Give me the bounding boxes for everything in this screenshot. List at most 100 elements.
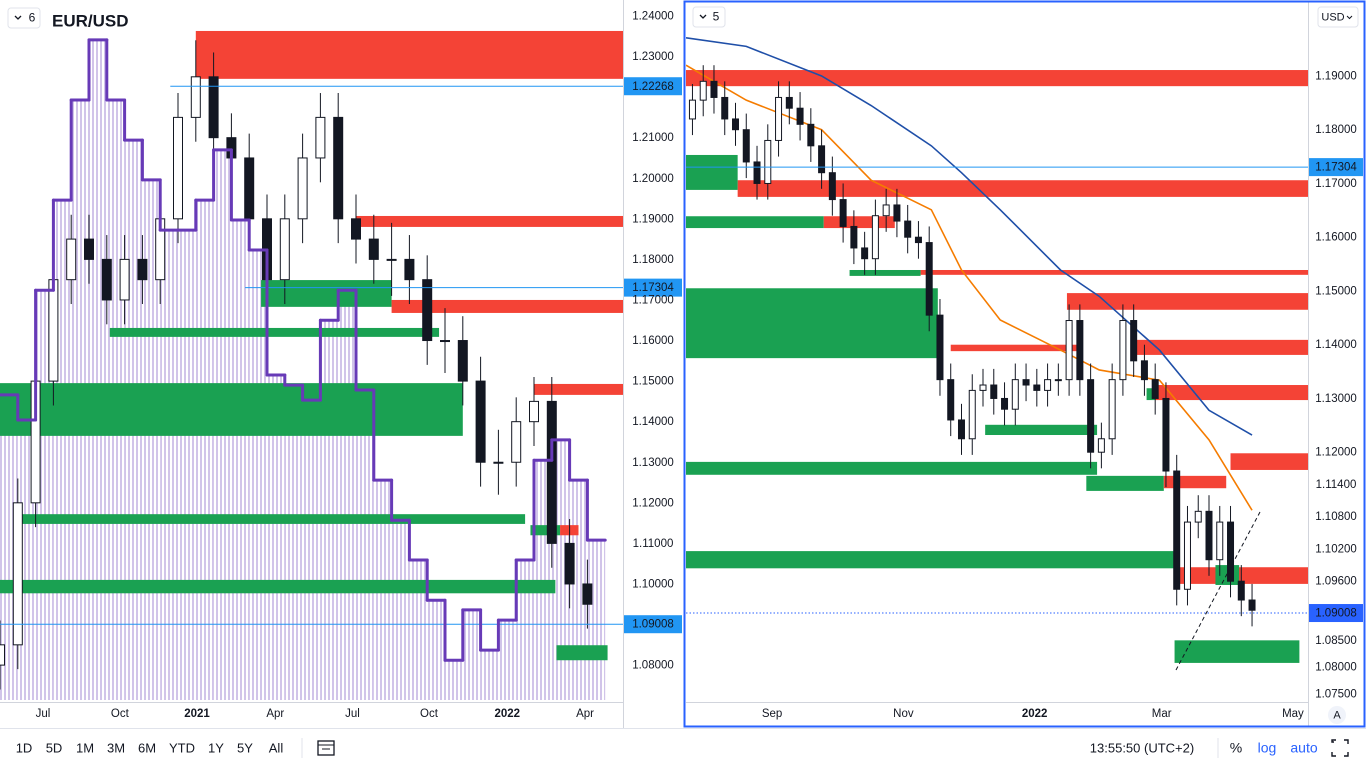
y-tick-label: 1.08500 [1315,635,1357,647]
zone [1086,475,1164,491]
auto-scale[interactable]: A [1328,706,1346,724]
y-tick-label: 1.13000 [632,457,674,469]
range-button[interactable]: 3M [107,740,125,755]
right-badge[interactable]: 5 [692,6,726,28]
candle-body [12,502,23,646]
candle-body [947,379,955,421]
candle-body [990,384,998,399]
price-tag [1309,604,1363,623]
zone [556,645,608,661]
range-button[interactable]: YTD [169,740,195,755]
overlay-column [195,200,214,700]
price-tag [1309,158,1363,177]
badge-box[interactable] [692,6,726,28]
zone [1155,385,1308,401]
candle-body [785,96,793,109]
candle-body [1173,470,1181,590]
zone [534,383,623,395]
compare-icon[interactable] [317,740,335,756]
candle-body [818,145,826,174]
candle-body [1001,397,1009,410]
price-tag [624,615,682,634]
left-plot [0,30,623,701]
candle-body [244,157,255,220]
candle-body [688,99,696,120]
trend-line [1175,511,1261,671]
auto-scale-circle[interactable] [1328,706,1346,724]
scale-button[interactable]: log [1258,740,1277,756]
overlay-column [142,179,161,701]
candle-body [1216,521,1224,561]
y-tick-label: 1.10800 [1315,511,1357,523]
right-plot [686,36,1308,663]
zone [0,579,556,594]
x-tick-label: 2021 [184,708,210,720]
price-tag-label: 1.22268 [632,81,674,93]
range-button[interactable]: 1D [16,740,33,755]
left-badge[interactable]: 6 [7,7,41,29]
y-tick-label: 1.08000 [632,660,674,672]
candle-body [1044,379,1052,391]
candle-body [0,644,5,666]
currency-box[interactable] [1317,6,1359,28]
candle-body [1097,438,1105,453]
range-button[interactable]: 5Y [237,740,253,755]
overlay-column [480,650,499,700]
candle-body [882,204,890,217]
candle-body [351,218,361,240]
y-tick-label: 1.19000 [1315,70,1357,82]
scale-button[interactable]: % [1230,740,1242,756]
clock: 13:55:50 (UTC+2) [1090,740,1194,755]
overlay-column [320,320,339,700]
candle-body [893,204,901,222]
overlay-column [587,540,606,700]
candle-body [871,215,879,260]
zone [1230,453,1308,470]
candle-body [753,161,761,184]
overlay-column [427,600,445,700]
fullscreen-icon[interactable] [1331,739,1349,757]
badge-box[interactable] [7,7,41,29]
icon-frame[interactable] [317,740,335,756]
range-button[interactable]: 6M [138,740,156,755]
overlay-column [356,390,374,700]
y-tick-label: 1.19000 [632,213,674,225]
range-button[interactable]: 1M [76,740,94,755]
candle-body [1076,320,1084,381]
fullscreen-glyph[interactable] [1331,739,1349,757]
x-tick-label: Jul [345,708,360,720]
candle-body [564,542,575,585]
zone [261,280,392,307]
candle-body [368,238,379,260]
zone [686,551,1175,569]
candle-body [1054,379,1062,382]
overlay-column [338,290,356,700]
candle-body [173,116,183,220]
candle-body [386,258,397,261]
currency-select[interactable]: USD [1317,6,1359,28]
candle-body [1033,384,1041,391]
range-button[interactable]: 5D [46,740,63,755]
candle-body [315,116,326,159]
price-tag-label: 1.17304 [632,282,674,294]
zone [686,154,738,190]
x-tick-label: Nov [893,708,914,720]
scale-button[interactable]: auto [1290,740,1317,756]
overlay-column [249,250,267,700]
moving-average [686,36,1253,436]
x-tick-label: Mar [1152,708,1172,720]
chart-title: EUR/USD [52,11,129,30]
zone [920,269,1308,275]
y-tick-label: 1.17000 [632,294,674,306]
candle-body [137,258,148,281]
candle-body [1183,521,1191,590]
candle-body [1011,379,1019,410]
y-tick-label: 1.17000 [1315,178,1357,190]
range-button[interactable]: 1Y [208,740,224,755]
candle-body [546,400,557,544]
range-button[interactable]: All [269,740,284,755]
y-tick-label: 1.11000 [633,538,674,550]
y-tick-label: 1.15000 [1315,285,1357,297]
zone [985,424,1098,436]
